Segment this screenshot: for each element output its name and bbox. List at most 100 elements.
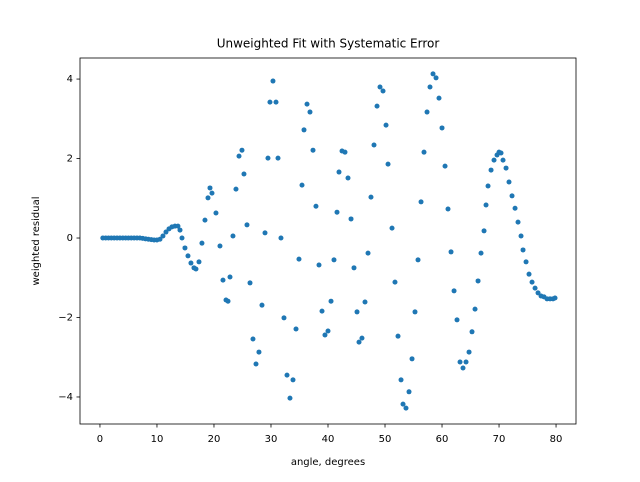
point <box>179 235 185 241</box>
point <box>209 190 215 196</box>
point <box>500 157 506 163</box>
point <box>205 195 211 201</box>
point <box>259 302 265 308</box>
point <box>230 233 236 239</box>
point <box>290 377 296 383</box>
point <box>334 209 340 215</box>
point <box>535 290 541 296</box>
point <box>188 260 194 266</box>
point <box>424 109 430 115</box>
point <box>552 295 558 301</box>
point <box>430 71 436 77</box>
point <box>475 278 481 284</box>
point <box>400 401 406 407</box>
x-tick-label: 70 <box>493 434 506 445</box>
point <box>395 333 401 339</box>
x-tick-label: 0 <box>97 434 103 445</box>
point <box>160 233 166 239</box>
point <box>322 332 328 338</box>
point <box>345 175 351 181</box>
point <box>265 155 271 161</box>
point <box>483 202 489 208</box>
point <box>196 259 202 265</box>
y-tick-label: 2 <box>67 154 73 165</box>
point <box>481 228 487 234</box>
y-tick-label: −2 <box>58 312 73 323</box>
x-tick-label: 30 <box>265 434 278 445</box>
point <box>313 203 319 209</box>
point <box>278 235 284 241</box>
point <box>418 199 424 205</box>
point <box>199 240 205 246</box>
point <box>247 280 253 286</box>
point <box>193 266 199 272</box>
point <box>319 308 325 314</box>
point <box>368 194 374 200</box>
point <box>383 122 389 128</box>
point <box>185 253 191 259</box>
point <box>359 335 365 341</box>
point <box>348 216 354 222</box>
point <box>515 219 521 225</box>
point <box>304 101 310 107</box>
point <box>182 245 188 251</box>
point <box>520 247 526 253</box>
point <box>523 259 529 265</box>
point <box>325 328 331 334</box>
point <box>409 356 415 362</box>
y-axis-label: weighted residual <box>31 196 42 285</box>
point <box>331 257 337 263</box>
x-tick-label: 80 <box>550 434 563 445</box>
point <box>365 250 371 256</box>
point <box>478 250 484 256</box>
point <box>448 249 454 255</box>
point <box>351 265 357 271</box>
point <box>175 223 181 229</box>
point <box>253 361 259 367</box>
point <box>442 163 448 169</box>
point <box>451 288 457 294</box>
point <box>207 185 213 191</box>
point <box>472 306 478 312</box>
point <box>354 309 360 315</box>
point <box>316 262 322 268</box>
point <box>299 182 305 188</box>
point <box>202 217 208 223</box>
point <box>377 84 383 90</box>
point <box>262 230 268 236</box>
point <box>415 257 421 263</box>
y-tick-label: 4 <box>67 74 73 85</box>
point <box>532 285 538 291</box>
point <box>389 225 395 231</box>
point <box>293 326 299 332</box>
point <box>275 155 281 161</box>
point <box>466 349 472 355</box>
point <box>157 236 163 242</box>
point <box>412 309 418 315</box>
point <box>239 147 245 153</box>
point <box>310 147 316 153</box>
point <box>463 359 469 365</box>
point <box>342 149 348 155</box>
point <box>392 279 398 285</box>
point <box>398 377 404 383</box>
point <box>227 274 233 280</box>
point <box>374 103 380 109</box>
point <box>362 299 368 305</box>
y-tick-label: 0 <box>67 233 73 244</box>
point <box>498 150 504 156</box>
point <box>256 349 262 355</box>
point <box>427 84 433 90</box>
point <box>385 161 391 167</box>
point <box>284 372 290 378</box>
point <box>220 277 226 283</box>
point <box>509 193 515 199</box>
point <box>445 206 451 212</box>
point <box>307 109 313 115</box>
point <box>518 233 524 239</box>
point <box>506 179 512 185</box>
point <box>433 75 439 81</box>
point <box>421 149 427 155</box>
point <box>267 99 273 105</box>
